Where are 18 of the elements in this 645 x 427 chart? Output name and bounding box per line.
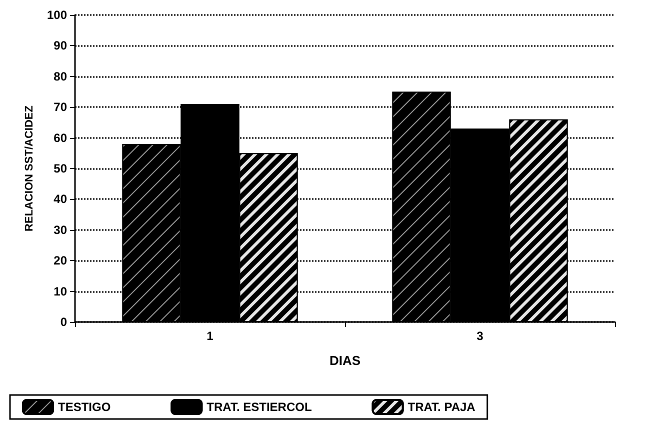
y-tick-label: 30 xyxy=(54,222,68,237)
x-tick-label: 3 xyxy=(476,329,484,343)
y-tick-label: 90 xyxy=(54,38,68,53)
x-tick-label: 1 xyxy=(206,329,214,343)
y-tick-label: 0 xyxy=(60,315,68,329)
legend-label: TRAT. PAJA xyxy=(408,400,476,414)
y-tick-label: 20 xyxy=(54,254,68,268)
y-tick-label: 60 xyxy=(54,130,68,145)
y-tick-label: 80 xyxy=(54,69,68,84)
y-tick-label: 10 xyxy=(54,284,68,298)
y-axis-title: RELACION SST/ACIDEZ xyxy=(24,105,36,232)
legend-label: TESTIGO xyxy=(58,400,111,414)
legend-label: TRAT. ESTIERCOL xyxy=(206,400,312,414)
y-tick-label: 100 xyxy=(46,8,68,22)
x-axis-title: DIAS xyxy=(329,353,361,368)
y-tick-label: 70 xyxy=(54,100,68,114)
y-tick-label: 50 xyxy=(54,162,68,176)
y-tick-label: 40 xyxy=(54,192,68,206)
